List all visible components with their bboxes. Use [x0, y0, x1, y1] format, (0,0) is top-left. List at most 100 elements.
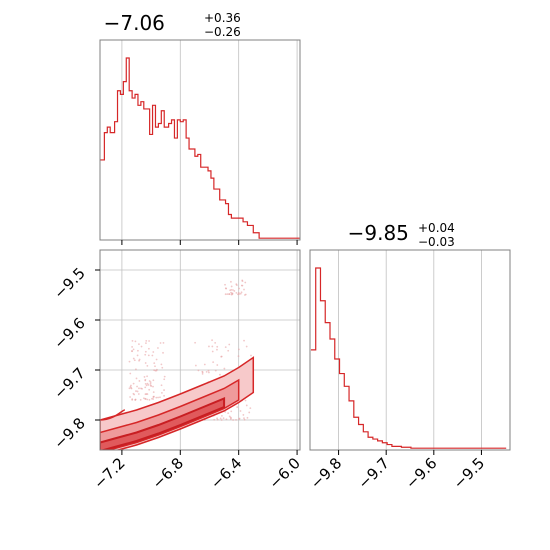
marginal-x-panel: −7.06 +0.36 −0.26 — [99, 7, 301, 245]
scatter-point — [144, 383, 147, 385]
scatter-point — [229, 418, 232, 420]
scatter-point — [144, 379, 147, 382]
scatter-point — [134, 399, 137, 401]
scatter-point — [239, 410, 242, 412]
scatter-point — [135, 390, 137, 392]
scatter-point — [155, 396, 158, 399]
scatter-point — [136, 390, 139, 393]
scatter-point — [230, 288, 233, 291]
scatter-point — [235, 283, 238, 286]
scatter-point — [201, 372, 204, 375]
scatter-point — [227, 412, 230, 415]
scatter-point — [159, 396, 161, 399]
scatter-point — [224, 346, 227, 349]
scatter-point — [220, 355, 223, 358]
scatter-point — [213, 418, 216, 421]
scatter-point — [140, 387, 142, 390]
scatter-point — [243, 339, 245, 342]
scatter-point — [197, 369, 200, 372]
marginal-y-title: −9.85 +0.04 −0.03 — [348, 217, 460, 249]
scatter-point — [233, 290, 236, 292]
marginal-x-title: −7.06 +0.36 −0.26 — [104, 7, 246, 39]
scatter-point — [216, 364, 219, 366]
scatter-point — [138, 359, 140, 362]
scatter-point — [246, 416, 249, 419]
scatter-point — [243, 417, 245, 420]
scatter-point — [147, 384, 150, 386]
scatter-point — [239, 292, 242, 295]
scatter-point — [138, 380, 141, 382]
joint-y-tick-label: −9.7 — [50, 364, 88, 402]
scatter-point — [225, 418, 228, 421]
marginal-y-tick-label: −9.6 — [402, 454, 440, 492]
scatter-point — [219, 417, 222, 420]
joint-panel: −7.2 −6.8 −6.4 −6.0 −9.5 −9.6 −9.7 −9.8 — [50, 249, 304, 493]
scatter-point — [228, 343, 231, 346]
scatter-point — [214, 369, 217, 372]
scatter-point — [244, 399, 247, 402]
scatter-point — [207, 369, 210, 372]
scatter-point — [146, 398, 149, 401]
scatter-point — [211, 345, 214, 348]
marginal-x-grid — [121, 40, 298, 240]
scatter-point — [137, 349, 139, 352]
scatter-point — [129, 372, 132, 375]
marginal-y-title-value: −9.85 — [348, 221, 409, 245]
scatter-point — [145, 340, 148, 342]
joint-contours — [100, 356, 255, 450]
scatter-point — [228, 293, 231, 296]
scatter-point — [162, 351, 164, 354]
scatter-point — [152, 379, 155, 382]
scatter-point — [214, 341, 217, 344]
scatter-point — [211, 339, 213, 342]
scatter-point — [162, 341, 165, 344]
scatter-point — [163, 394, 165, 397]
scatter-point — [201, 371, 204, 374]
joint-x-tick-label: −6.4 — [207, 454, 245, 492]
marginal-y-panel: −9.85 +0.04 −0.03 −9.8 −9.7 −9.6 −9.5 — [307, 217, 511, 493]
marginal-x-title-sup: +0.36 — [204, 11, 241, 25]
scatter-point — [145, 384, 148, 387]
scatter-point — [155, 358, 158, 361]
scatter-point — [129, 396, 131, 398]
scatter-point — [133, 393, 136, 396]
scatter-point — [216, 345, 219, 348]
scatter-point — [144, 386, 147, 389]
marginal-y-frame — [309, 249, 511, 451]
scatter-point — [236, 406, 239, 408]
scatter-point — [151, 354, 154, 357]
joint-y-tick-label: −9.5 — [50, 264, 88, 302]
scatter-point — [131, 398, 134, 401]
joint-x-tick-label: −7.2 — [90, 454, 128, 492]
scatter-point — [145, 342, 147, 345]
scatter-point — [194, 341, 197, 344]
scatter-point — [136, 385, 138, 388]
scatter-point — [140, 345, 143, 348]
joint-x-tick-label: −6.0 — [265, 454, 303, 492]
marginal-x-title-sub: −0.26 — [204, 25, 241, 39]
scatter-point — [146, 375, 148, 378]
scatter-point — [245, 404, 248, 407]
scatter-point — [224, 287, 227, 290]
scatter-point — [230, 280, 232, 283]
scatter-point — [128, 387, 131, 390]
scatter-point — [149, 381, 152, 384]
scatter-point — [237, 355, 240, 358]
scatter-point — [157, 396, 159, 399]
scatter-point — [219, 373, 221, 376]
scatter-point — [230, 285, 233, 288]
scatter-point — [163, 375, 166, 378]
scatter-point — [137, 393, 140, 395]
scatter-point — [248, 411, 251, 414]
marginal-y-tick-label: −9.5 — [450, 454, 488, 492]
scatter-point — [152, 385, 154, 388]
scatter-point — [194, 364, 197, 367]
scatter-point — [238, 348, 240, 351]
scatter-point — [240, 291, 243, 294]
joint-y-tick-label: −9.8 — [50, 414, 88, 452]
scatter-point — [242, 414, 245, 416]
scatter-point — [235, 419, 237, 421]
scatter-point — [241, 280, 244, 282]
scatter-point — [249, 407, 252, 410]
